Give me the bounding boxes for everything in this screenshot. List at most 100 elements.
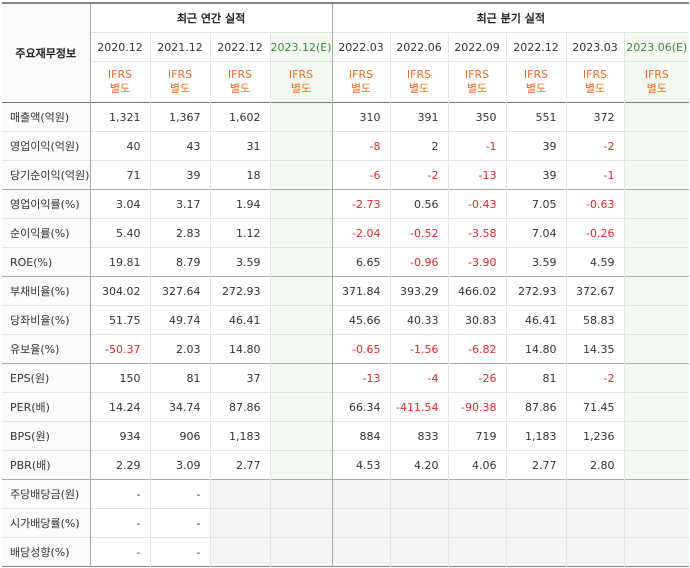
annual-value-cell: 3.09 <box>150 450 211 480</box>
quarter-value-cell: 87.86 <box>506 392 567 422</box>
annual-value-cell: 2.29 <box>90 450 151 480</box>
annual-value-cell: 5.40 <box>90 218 151 248</box>
annual-value-cell <box>270 363 333 393</box>
quarter-value-cell: -0.63 <box>566 189 625 219</box>
annual-value-cell: 304.02 <box>90 276 151 306</box>
annual-value-cell: 40 <box>90 131 151 161</box>
row-label: 시가배당률(%) <box>2 508 91 538</box>
quarter-value-cell <box>506 537 567 567</box>
annual-value-cell <box>270 102 333 132</box>
quarter-value-cell <box>624 160 690 190</box>
quarter-value-cell: -0.96 <box>390 247 449 277</box>
quarter-value-cell <box>624 392 690 422</box>
table-row: 순이익률(%) 5.40 2.83 1.12 -2.04 -0.52 -3.58 7.04 -0… <box>2 218 690 248</box>
quarter-value-cell: -6.82 <box>448 334 507 364</box>
quarter-value-cell: 46.41 <box>506 305 567 335</box>
quarter-value-cell: -90.38 <box>448 392 507 422</box>
table-row: 당기순이익(억원) 71 39 18 -6 -2 -13 39 -1 <box>2 160 690 190</box>
quarter-value-cell: 4.20 <box>390 450 449 480</box>
period-header: 2022.09 <box>448 32 507 62</box>
annual-value-cell: 934 <box>90 421 151 451</box>
annual-value-cell <box>270 160 333 190</box>
quarter-value-cell <box>624 102 690 132</box>
quarter-value-cell: 272.93 <box>506 276 567 306</box>
separate-label: 별도 <box>408 82 430 95</box>
ifrs-label: IFRS <box>644 68 669 81</box>
table-row: ROE(%) 19.81 8.79 3.59 6.65 -0.96 -3.90 3.59 4.5… <box>2 247 690 277</box>
ifrs-label: IFRS <box>406 68 432 81</box>
quarter-value-cell: 1,183 <box>506 421 567 451</box>
ifrs-label: IFRS <box>107 68 133 81</box>
quarter-value-cell: 58.83 <box>566 305 625 335</box>
quarter-value-cell: 833 <box>390 421 449 451</box>
annual-value-cell <box>270 189 333 219</box>
quarter-value-cell <box>566 479 625 509</box>
quarter-value-cell: 30.83 <box>448 305 507 335</box>
period-header-estimate: 2023.06(E) <box>624 32 690 62</box>
annual-value-cell <box>270 131 333 161</box>
table-row: PER(배) 14.24 34.74 87.86 66.34 -411.54 -90.38 8… <box>2 392 690 422</box>
table-row: BPS(원) 934 906 1,183 884 833 719 1,183 1,236 <box>2 421 690 451</box>
quarter-group-header: 최근 분기 실적 <box>476 12 545 25</box>
annual-value-cell <box>270 218 333 248</box>
annual-value-cell: 3.04 <box>90 189 151 219</box>
annual-value-cell: 1,321 <box>90 102 151 132</box>
quarter-value-cell <box>624 450 690 480</box>
quarter-value-cell: 45.66 <box>332 305 391 335</box>
row-label: 순이익률(%) <box>2 218 91 248</box>
quarter-value-cell: -2 <box>566 131 625 161</box>
quarter-value-cell: 884 <box>332 421 391 451</box>
quarter-value-cell: 7.04 <box>506 218 567 248</box>
ifrs-label: IFRS <box>348 68 374 81</box>
annual-value-cell: 3.17 <box>150 189 211 219</box>
annual-value-cell: 150 <box>90 363 151 393</box>
quarter-value-cell <box>624 363 690 393</box>
ifrs-label: IFRS <box>582 68 608 81</box>
quarter-value-cell: -3.90 <box>448 247 507 277</box>
quarter-value-cell: -4 <box>390 363 449 393</box>
annual-value-cell: 34.74 <box>150 392 211 422</box>
ifrs-label: IFRS <box>288 68 314 81</box>
annual-value-cell <box>270 421 333 451</box>
quarter-value-cell <box>448 537 507 567</box>
annual-group-header: 최근 연간 실적 <box>90 3 333 33</box>
table-row: PBR(배) 2.29 3.09 2.77 4.53 4.20 4.06 2.77 2.80 <box>2 450 690 480</box>
period-header: 2022.12 <box>210 32 271 62</box>
quarter-value-cell: -2.04 <box>332 218 391 248</box>
period-header: 2023.03 <box>566 32 625 62</box>
row-label: 영업이익(억원) <box>2 131 91 161</box>
ifrs-basis-label: IFRS 별도 <box>270 61 333 103</box>
ifrs-basis-label: IFRS 별도 <box>90 61 151 103</box>
ifrs-basis-label: IFRS 별도 <box>566 61 625 103</box>
table-row: 영업이익(억원) 40 43 31 -8 2 -1 39 -2 <box>2 131 690 161</box>
row-label: 당기순이익(억원) <box>2 160 91 190</box>
quarter-value-cell: 372.67 <box>566 276 625 306</box>
quarter-value-cell: 393.29 <box>390 276 449 306</box>
table-row: 시가배당률(%) - - <box>2 508 690 538</box>
quarter-value-cell: 2.80 <box>566 450 625 480</box>
quarter-value-cell <box>506 508 567 538</box>
quarter-value-cell <box>624 334 690 364</box>
separate-label: 별도 <box>646 82 667 95</box>
quarter-value-cell <box>332 508 391 538</box>
annual-value-cell <box>270 247 333 277</box>
annual-value-cell: 14.24 <box>90 392 151 422</box>
annual-value-cell <box>270 450 333 480</box>
ifrs-basis-label: IFRS 별도 <box>332 61 391 103</box>
annual-value-cell: 8.79 <box>150 247 211 277</box>
annual-value-cell: 43 <box>150 131 211 161</box>
ifrs-label: IFRS <box>464 68 490 81</box>
row-label: PER(배) <box>2 392 91 422</box>
quarter-value-cell: 39 <box>506 131 567 161</box>
annual-value-cell: 3.59 <box>210 247 271 277</box>
annual-value-cell: 906 <box>150 421 211 451</box>
quarter-value-cell: 71.45 <box>566 392 625 422</box>
quarter-value-cell: -3.58 <box>448 218 507 248</box>
annual-value-cell: 49.74 <box>150 305 211 335</box>
quarter-value-cell <box>448 508 507 538</box>
quarter-value-cell <box>506 479 567 509</box>
row-header-label: 주요재무정보 <box>2 3 91 103</box>
period-header: 2021.12 <box>150 32 211 62</box>
annual-value-cell <box>270 334 333 364</box>
annual-value-cell: 31 <box>210 131 271 161</box>
